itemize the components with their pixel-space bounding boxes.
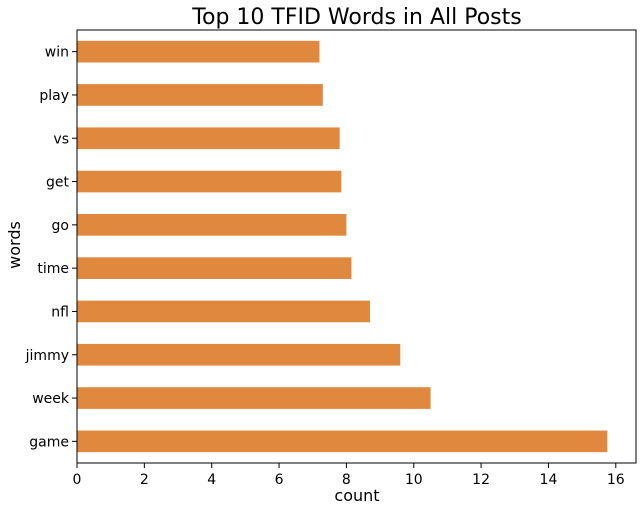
x-tick-label: 10 xyxy=(405,472,423,488)
chart-title: Top 10 TFID Words in All Posts xyxy=(191,5,521,30)
x-tick-label: 12 xyxy=(472,472,490,488)
bars-group xyxy=(77,40,608,453)
bar-week xyxy=(77,387,431,409)
bar-time xyxy=(77,257,352,279)
x-ticks-group: 0 2 4 6 8 10 12 14 16 xyxy=(73,463,625,488)
x-tick-label: 6 xyxy=(275,472,284,488)
x-tick-label: 16 xyxy=(607,472,625,488)
x-axis-label: count xyxy=(334,486,379,505)
bar-vs xyxy=(77,127,340,150)
x-tick-label: 2 xyxy=(140,472,149,488)
y-tick-label: vs xyxy=(53,131,69,147)
bar-play xyxy=(77,84,323,106)
y-tick-label: play xyxy=(39,88,69,104)
y-tick-label: week xyxy=(32,391,70,407)
plot-frame xyxy=(76,29,637,464)
y-tick-label: get xyxy=(46,175,70,191)
bar-jimmy xyxy=(77,343,401,366)
y-tick-label: nfl xyxy=(51,304,69,320)
y-tick-label: game xyxy=(29,434,69,450)
y-axis-label: words xyxy=(5,221,24,269)
x-tick-label: 14 xyxy=(540,472,558,488)
y-ticks-group: win play vs get go time nfl jimmy week game xyxy=(25,45,77,450)
bar-nfl xyxy=(77,300,370,323)
bar-game xyxy=(77,430,608,453)
x-tick-label: 4 xyxy=(207,472,216,488)
y-tick-label: win xyxy=(45,45,69,61)
x-tick-label: 8 xyxy=(342,472,351,488)
y-tick-label: jimmy xyxy=(25,348,69,364)
bar-go xyxy=(77,214,347,236)
y-tick-label: go xyxy=(52,218,69,234)
x-tick-label: 0 xyxy=(73,472,82,488)
bar-win xyxy=(77,40,320,63)
bar-get xyxy=(77,170,342,193)
y-tick-label: time xyxy=(37,261,69,277)
